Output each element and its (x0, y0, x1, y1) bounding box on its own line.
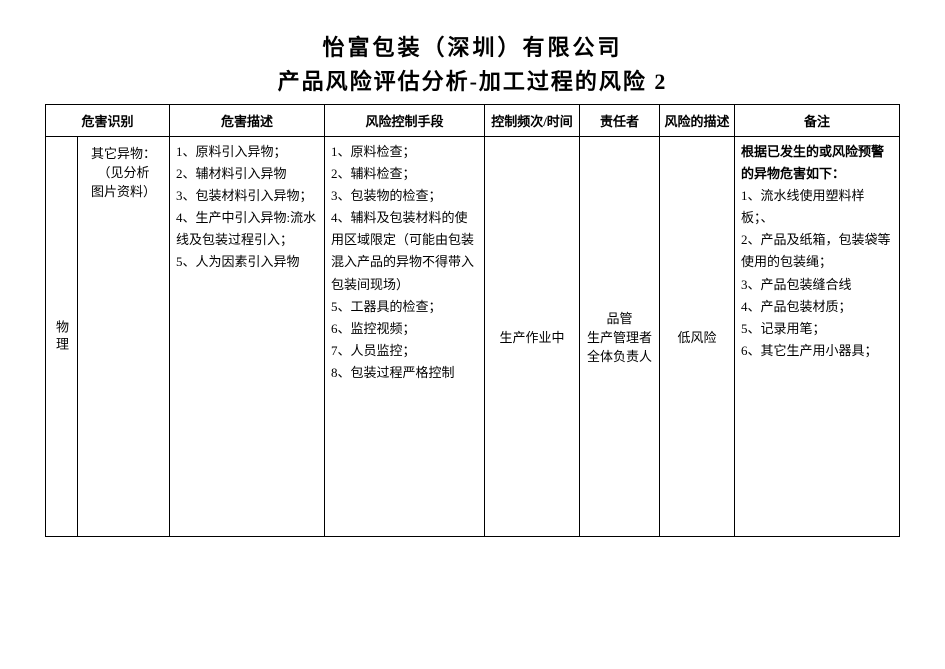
list-item: 5、记录用笔； (741, 318, 893, 340)
title-company: 怡富包装（深圳）有限公司 (45, 30, 900, 62)
list-item: 8、包装过程严格控制 (331, 362, 478, 384)
resp-line: 生产管理者 (586, 327, 653, 346)
cell-control: 1、原料检查； 2、辅料检查； 3、包装物的检查； 4、辅料及包装材料的使用区域… (325, 137, 485, 537)
remark-list: 根据已发生的或风险预警 的异物危害如下： 1、流水线使用塑料样板；、 2、产品及… (741, 141, 893, 362)
list-item: 4、产品包装材质； (741, 296, 893, 318)
header-desc: 危害描述 (170, 105, 325, 137)
list-item: 4、生产中引入异物:流水线及包装过程引入； (176, 207, 318, 251)
list-item: 6、监控视频； (331, 318, 478, 340)
list-item: 5、人为因素引入异物 (176, 251, 318, 273)
table-header-row: 危害识别 危害描述 风险控制手段 控制频次/时间 责任者 风险的描述 备注 (46, 105, 900, 137)
list-item: 7、人员监控； (331, 340, 478, 362)
header-riskdesc: 风险的描述 (660, 105, 735, 137)
list-item: 3、产品包装缝合线 (741, 274, 893, 296)
cell-remark: 根据已发生的或风险预警 的异物危害如下： 1、流水线使用塑料样板；、 2、产品及… (735, 137, 900, 537)
resp-line: 全体负责人 (586, 346, 653, 365)
id-line: 其它异物： (84, 143, 163, 162)
list-item: 3、包装物的检查； (331, 185, 478, 207)
risk-table: 危害识别 危害描述 风险控制手段 控制频次/时间 责任者 风险的描述 备注 物理… (45, 104, 900, 537)
list-item: 1、原料检查； (331, 141, 478, 163)
cell-freq: 生产作业中 (485, 137, 580, 537)
header-freq: 控制频次/时间 (485, 105, 580, 137)
control-list: 1、原料检查； 2、辅料检查； 3、包装物的检查； 4、辅料及包装材料的使用区域… (331, 141, 478, 384)
header-control: 风险控制手段 (325, 105, 485, 137)
id-line: 图片资料） (84, 181, 163, 200)
cell-resp: 品管 生产管理者 全体负责人 (580, 137, 660, 537)
document-title-block: 怡富包装（深圳）有限公司 产品风险评估分析-加工过程的风险 2 (45, 30, 900, 96)
header-id: 危害识别 (46, 105, 170, 137)
list-item: 4、辅料及包装材料的使用区域限定（可能由包装混入产品的异物不得带入包装间现场） (331, 207, 478, 295)
list-item: 6、其它生产用小器具； (741, 340, 893, 362)
table-row: 物理 其它异物： （见分析 图片资料） 1、原料引入异物； 2、辅材料引入异物 … (46, 137, 900, 537)
desc-list: 1、原料引入异物； 2、辅材料引入异物 3、包装材料引入异物； 4、生产中引入异… (176, 141, 318, 274)
remark-bold-line: 根据已发生的或风险预警 (741, 141, 893, 163)
list-item: 2、产品及纸箱，包装袋等使用的包装绳； (741, 229, 893, 273)
list-item: 3、包装材料引入异物； (176, 185, 318, 207)
list-item: 2、辅材料引入异物 (176, 163, 318, 185)
list-item: 5、工器具的检查； (331, 296, 478, 318)
title-doc: 产品风险评估分析-加工过程的风险 2 (45, 64, 900, 96)
cell-riskdesc: 低风险 (660, 137, 735, 537)
cell-category: 物理 (46, 137, 78, 537)
header-remark: 备注 (735, 105, 900, 137)
id-line: （见分析 (84, 162, 163, 181)
list-item: 1、原料引入异物； (176, 141, 318, 163)
list-item: 2、辅料检查； (331, 163, 478, 185)
cell-id: 其它异物： （见分析 图片资料） (78, 137, 170, 537)
resp-line: 品管 (586, 308, 653, 327)
remark-bold-line: 的异物危害如下： (741, 163, 893, 185)
header-resp: 责任者 (580, 105, 660, 137)
cell-desc: 1、原料引入异物； 2、辅材料引入异物 3、包装材料引入异物； 4、生产中引入异… (170, 137, 325, 537)
list-item: 1、流水线使用塑料样板；、 (741, 185, 893, 229)
